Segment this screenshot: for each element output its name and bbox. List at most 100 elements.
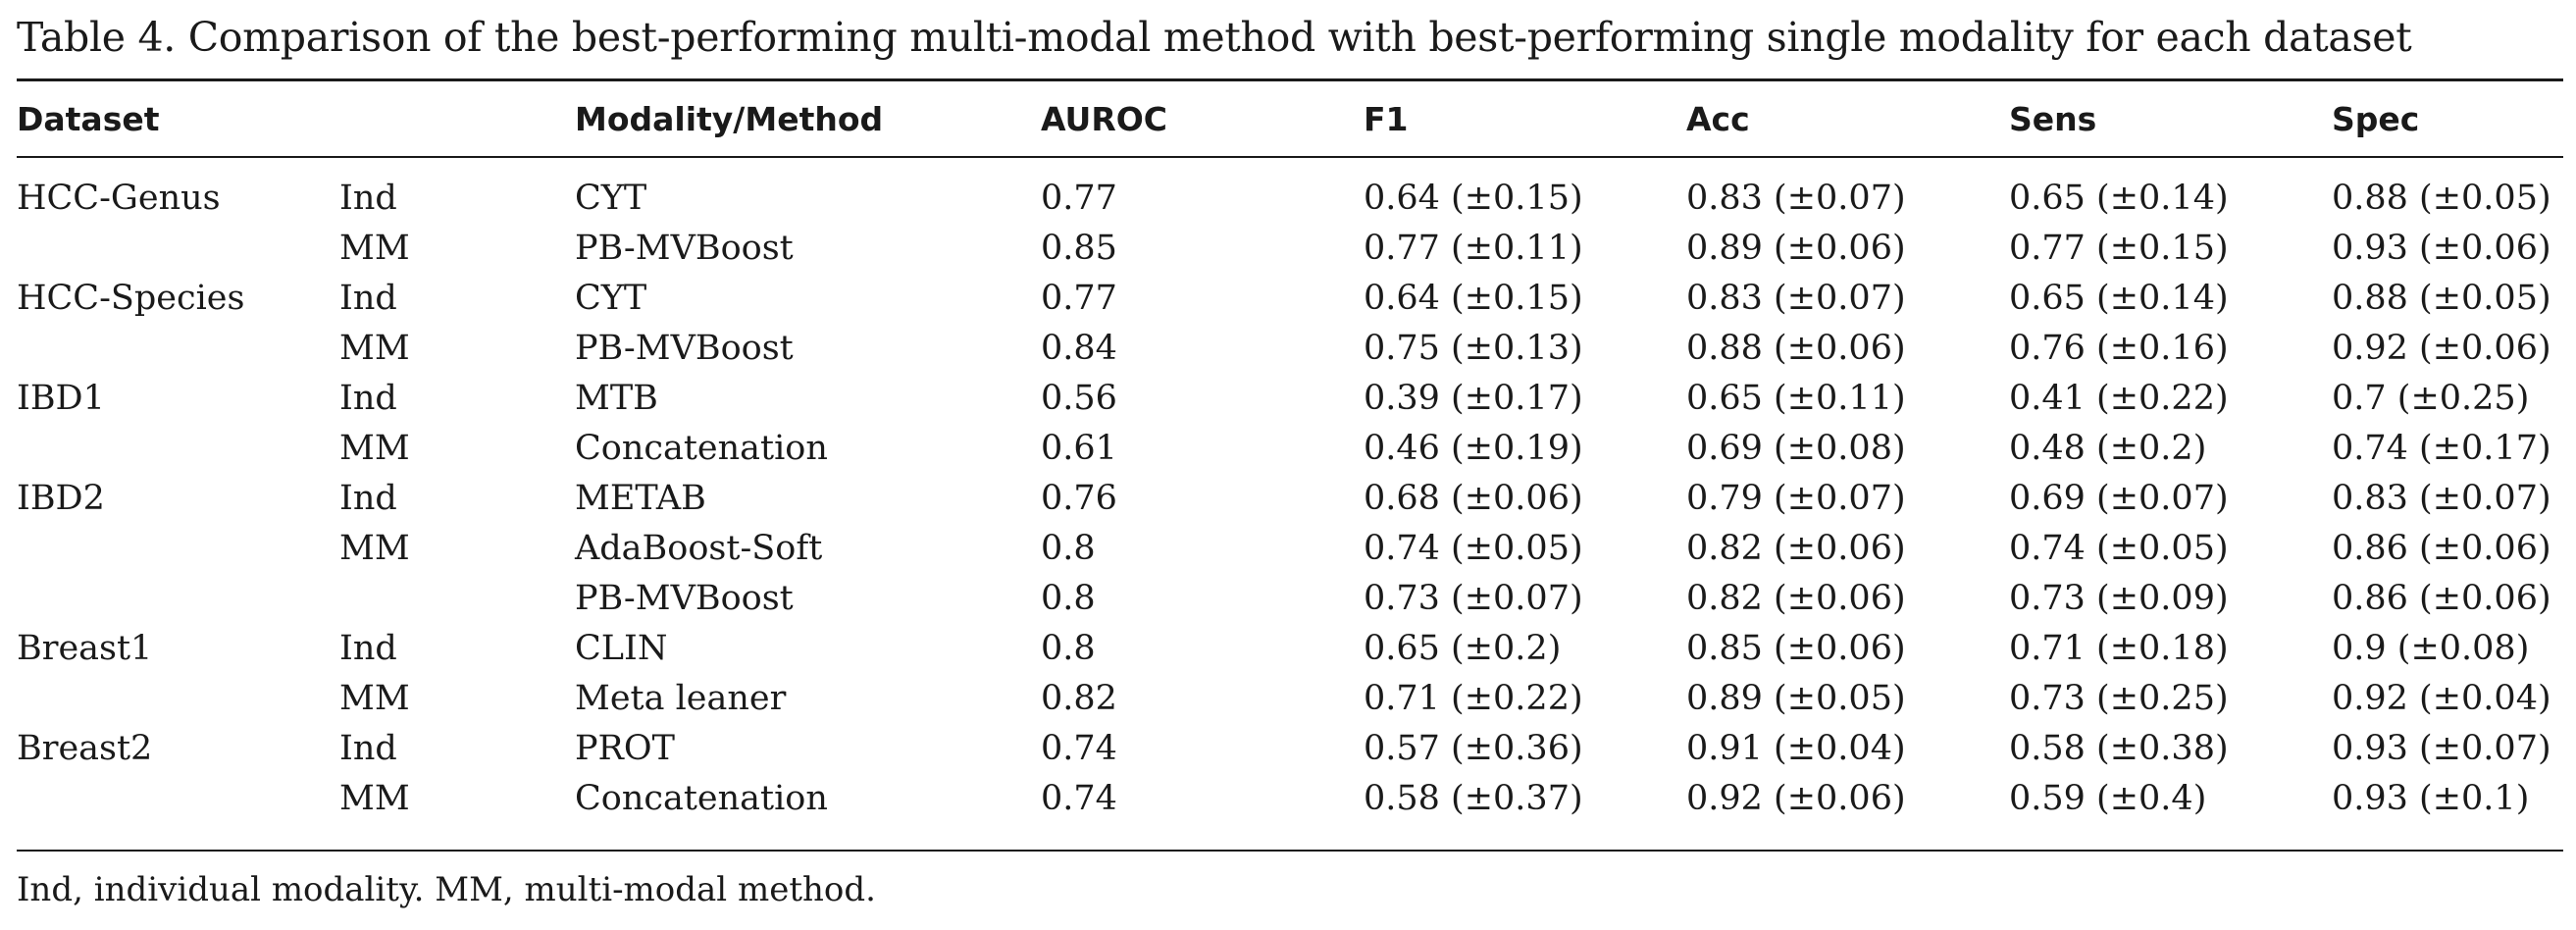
cell-acc: 0.82 (±0.06) [1686, 579, 1906, 618]
cell-method: MTB [575, 379, 658, 418]
cell-method: PB-MVBoost [575, 329, 794, 368]
cell-method: METAB [575, 479, 706, 518]
cell-auroc: 0.82 [1041, 679, 1117, 718]
cell-type: MM [339, 529, 410, 568]
table-row: HCC-Species Ind CYT 0.77 0.64 (±0.15) 0.83 (±… [17, 274, 2563, 324]
header-sens: Sens [2009, 99, 2097, 138]
cell-acc: 0.91 (±0.04) [1686, 729, 1906, 768]
header-row: Dataset Modality/Method AUROC F1 Acc Sen… [17, 88, 2563, 149]
cell-method: PB-MVBoost [575, 579, 794, 618]
cell-method: CYT [575, 279, 647, 318]
cell-method: Concatenation [575, 429, 828, 468]
cell-f1: 0.74 (±0.05) [1364, 529, 1583, 568]
cell-f1: 0.46 (±0.19) [1364, 429, 1583, 468]
cell-method: AdaBoost-Soft [575, 529, 823, 568]
table-row: Breast1 Ind CLIN 0.8 0.65 (±0.2) 0.85 (±0.06)… [17, 624, 2563, 674]
table-row: Breast2 Ind PROT 0.74 0.57 (±0.36) 0.91 (±0.0… [17, 724, 2563, 774]
table-row: MM PB-MVBoost 0.85 0.77 (±0.11) 0.89 (±0.06)… [17, 224, 2563, 274]
cell-auroc: 0.8 [1041, 579, 1096, 618]
cell-type: MM [339, 229, 410, 268]
cell-dataset [17, 224, 339, 274]
cell-f1: 0.39 (±0.17) [1364, 379, 1583, 418]
cell-f1: 0.77 (±0.11) [1364, 229, 1583, 268]
table-footnote: Ind, individual modality. MM, multi-moda… [17, 870, 876, 909]
header-spec: Spec [2332, 99, 2420, 138]
cell-dataset: HCC-Species [17, 279, 245, 318]
cell-auroc: 0.77 [1041, 179, 1117, 218]
table-row: HCC-Genus Ind CYT 0.77 0.64 (±0.15) 0.83 (±0.… [17, 174, 2563, 224]
cell-auroc: 0.74 [1041, 729, 1117, 768]
cell-acc: 0.65 (±0.11) [1686, 379, 1906, 418]
cell-sens: 0.73 (±0.25) [2009, 679, 2229, 718]
cell-spec: 0.93 (±0.06) [2332, 229, 2551, 268]
cell-f1: 0.71 (±0.22) [1364, 679, 1583, 718]
cell-dataset: IBD1 [17, 379, 105, 418]
cell-type: Ind [339, 629, 397, 668]
cell-spec: 0.86 (±0.06) [2332, 579, 2551, 618]
cell-spec: 0.92 (±0.04) [2332, 679, 2551, 718]
cell-dataset [17, 574, 339, 624]
cell-method: CLIN [575, 629, 668, 668]
cell-acc: 0.89 (±0.05) [1686, 679, 1906, 718]
cell-acc: 0.83 (±0.07) [1686, 179, 1906, 218]
cell-dataset [17, 674, 339, 724]
cell-acc: 0.92 (±0.06) [1686, 779, 1906, 818]
cell-auroc: 0.61 [1041, 429, 1117, 468]
cell-dataset [17, 524, 339, 574]
cell-f1: 0.57 (±0.36) [1364, 729, 1583, 768]
cell-sens: 0.59 (±0.4) [2009, 779, 2207, 818]
cell-dataset [17, 424, 339, 474]
cell-f1: 0.58 (±0.37) [1364, 779, 1583, 818]
table-row: MM Concatenation 0.74 0.58 (±0.37) 0.92 (±0.… [17, 774, 2563, 824]
cell-auroc: 0.74 [1041, 779, 1117, 818]
cell-auroc: 0.56 [1041, 379, 1117, 418]
cell-sens: 0.77 (±0.15) [2009, 229, 2229, 268]
cell-type: Ind [339, 279, 397, 318]
cell-sens: 0.65 (±0.14) [2009, 279, 2229, 318]
cell-spec: 0.93 (±0.07) [2332, 729, 2551, 768]
cell-type: MM [339, 329, 410, 368]
cell-method: PROT [575, 729, 675, 768]
cell-type: Ind [339, 729, 397, 768]
cell-f1: 0.65 (±0.2) [1364, 629, 1562, 668]
cell-dataset: IBD2 [17, 479, 105, 518]
table-row: PB-MVBoost 0.8 0.73 (±0.07) 0.82 (±0.06) 0.7… [17, 574, 2563, 624]
cell-type: MM [339, 679, 410, 718]
header-auroc: AUROC [1041, 99, 1168, 138]
cell-acc: 0.88 (±0.06) [1686, 329, 1906, 368]
cell-sens: 0.58 (±0.38) [2009, 729, 2229, 768]
table-row: MM Meta leaner 0.82 0.71 (±0.22) 0.89 (±0.05… [17, 674, 2563, 724]
cell-type: Ind [339, 379, 397, 418]
cell-acc: 0.82 (±0.06) [1686, 529, 1906, 568]
cell-type: MM [339, 429, 410, 468]
cell-auroc: 0.8 [1041, 629, 1096, 668]
header-rule [17, 156, 2563, 158]
header-type [339, 88, 575, 149]
cell-spec: 0.92 (±0.06) [2332, 329, 2551, 368]
table-caption: Table 4. Comparison of the best-performi… [17, 14, 2412, 61]
cell-sens: 0.48 (±0.2) [2009, 429, 2207, 468]
cell-spec: 0.86 (±0.06) [2332, 529, 2551, 568]
cell-spec: 0.7 (±0.25) [2332, 379, 2530, 418]
table-body: HCC-Genus Ind CYT 0.77 0.64 (±0.15) 0.83 (±0.… [17, 174, 2563, 824]
cell-spec: 0.74 (±0.17) [2332, 429, 2551, 468]
header-acc: Acc [1686, 99, 1750, 138]
top-rule [17, 78, 2563, 81]
cell-type [339, 574, 575, 624]
cell-type: MM [339, 779, 410, 818]
cell-method: Concatenation [575, 779, 828, 818]
table-row: IBD2 Ind METAB 0.76 0.68 (±0.06) 0.79 (±0.07)… [17, 474, 2563, 524]
cell-acc: 0.79 (±0.07) [1686, 479, 1906, 518]
cell-auroc: 0.8 [1041, 529, 1096, 568]
table-row: MM PB-MVBoost 0.84 0.75 (±0.13) 0.88 (±0.06)… [17, 324, 2563, 374]
cell-spec: 0.88 (±0.05) [2332, 279, 2551, 318]
cell-method: Meta leaner [575, 679, 787, 718]
cell-method: CYT [575, 179, 647, 218]
cell-dataset: Breast1 [17, 629, 153, 668]
cell-sens: 0.73 (±0.09) [2009, 579, 2229, 618]
cell-auroc: 0.84 [1041, 329, 1117, 368]
cell-spec: 0.83 (±0.07) [2332, 479, 2551, 518]
cell-sens: 0.76 (±0.16) [2009, 329, 2229, 368]
cell-spec: 0.93 (±0.1) [2332, 779, 2530, 818]
cell-dataset [17, 324, 339, 374]
